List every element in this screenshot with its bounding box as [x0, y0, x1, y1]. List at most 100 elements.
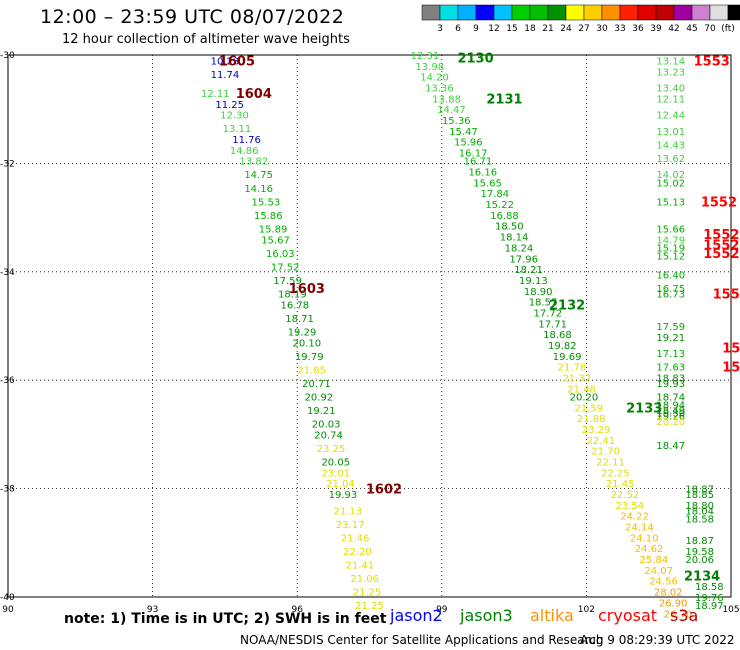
colorbar-swatch [602, 5, 620, 20]
track-id: 1602 [366, 483, 402, 498]
track-id: 155 [713, 287, 740, 302]
track-id: 2134 [684, 569, 720, 584]
wave-height-value: 23.17 [336, 520, 365, 531]
colorbar-swatch [548, 5, 566, 20]
track-id: 1603 [289, 282, 325, 297]
wave-height-value: 13.36 [425, 84, 454, 95]
wave-height-value: 19.79 [295, 352, 324, 363]
wave-height-value: 21.45 [606, 479, 635, 490]
wave-height-value: 16.40 [656, 271, 685, 282]
wave-height-value: 18.68 [543, 330, 572, 341]
latitude-tick-label: -38 [0, 485, 15, 495]
wave-height-value: 15.96 [454, 138, 483, 149]
longitude-tick-label: 105 [722, 605, 739, 615]
track-id: 155 [722, 361, 740, 376]
wave-height-value: 19.82 [548, 341, 577, 352]
wave-height-value: 18.24 [505, 243, 534, 254]
wave-height-value: 19.21 [307, 406, 336, 417]
latitude-tick-label: -32 [0, 159, 15, 169]
legend-entry-altika: altika [530, 606, 574, 625]
wave-height-value: 16.03 [266, 249, 295, 260]
color-scale-bar: 36912151821242730333639424570(ft) [422, 5, 740, 34]
generated-timestamp: Aug 9 08:29:39 UTC 2022 [580, 633, 735, 647]
wave-height-value: 22.41 [587, 436, 616, 447]
colorbar-label: 70 [704, 24, 716, 34]
wave-height-value: 20.71 [302, 379, 331, 390]
colorbar-label: 27 [578, 24, 589, 34]
wave-height-value: 14.75 [244, 170, 273, 181]
wave-height-value: 15.65 [473, 178, 502, 189]
wave-height-value: 23.25 [317, 444, 346, 455]
colorbar-label: 36 [632, 24, 644, 34]
wave-height-value: 21.25 [353, 588, 382, 599]
wave-height-value: 15.53 [252, 197, 281, 208]
wave-height-value: 15.47 [449, 127, 478, 138]
colorbar-swatch [476, 5, 494, 20]
latitude-tick-label: -30 [0, 51, 15, 61]
colorbar-swatch [512, 5, 530, 20]
wave-height-value: 14.16 [244, 184, 273, 195]
colorbar-label: 21 [542, 24, 553, 34]
wave-height-value: 14.86 [230, 146, 259, 157]
legend-entry-jason2: jason2 [390, 606, 443, 625]
colorbar-label: 15 [506, 24, 517, 34]
wave-height-value: 18.71 [285, 314, 314, 325]
colorbar-swatch [728, 5, 740, 20]
wave-height-value: 12.30 [220, 111, 249, 122]
colorbar-swatch [566, 5, 584, 20]
wave-height-value: 13.40 [656, 84, 685, 95]
colorbar-swatch [422, 5, 440, 20]
wave-height-value: 15.89 [259, 224, 288, 235]
colorbar-swatch [710, 5, 728, 20]
wave-height-value: 15.12 [656, 252, 685, 263]
wave-height-value: 20.92 [305, 392, 334, 403]
wave-height-value: 15.13 [656, 197, 685, 208]
wave-height-value: 12.11 [656, 94, 685, 105]
wave-height-value: 19.29 [288, 327, 317, 338]
wave-height-value: 21.59 [574, 403, 603, 414]
wave-height-value: 22.52 [611, 490, 640, 501]
colorbar-label: (ft) [721, 24, 735, 34]
colorbar-swatch [620, 5, 638, 20]
colorbar-label: 3 [437, 24, 443, 34]
wave-height-value: 24.56 [649, 577, 678, 588]
wave-height-value: 13.14 [656, 56, 685, 67]
track-id: 1605 [219, 54, 255, 69]
latitude-tick-label: -40 [0, 593, 15, 603]
wave-height-value: 13.01 [656, 127, 685, 138]
colorbar-label: 24 [560, 24, 572, 34]
wave-height-value: 20.10 [293, 338, 322, 349]
wave-height-value: 25.84 [640, 555, 669, 566]
wave-height-value: 19.93 [329, 490, 358, 501]
wave-height-value: 24.14 [625, 523, 654, 534]
wave-height-value: 18.14 [500, 233, 529, 244]
wave-height-value: 15.36 [442, 116, 471, 127]
wave-height-value: 20.06 [685, 555, 714, 566]
wave-height-value: 18.50 [495, 222, 524, 233]
wave-height-value: 17.71 [538, 319, 567, 330]
wave-height-value: 20.03 [312, 420, 341, 431]
wave-height-value: 21.32 [562, 373, 591, 384]
wave-height-value: 17.96 [509, 254, 538, 265]
colorbar-label: 33 [614, 24, 625, 34]
wave-height-value: 13.11 [223, 124, 252, 135]
wave-height-value: 22.25 [601, 468, 630, 479]
wave-height-value: 15.22 [485, 200, 514, 211]
wave-height-value: 20.20 [656, 417, 685, 428]
wave-height-value: 24.22 [620, 512, 649, 523]
track-id: 1552 [701, 195, 737, 210]
wave-height-value: 11.76 [232, 135, 261, 146]
wave-height-value: 19.93 [656, 379, 685, 390]
wave-height-value: 21.04 [326, 479, 355, 490]
track-id: 2131 [486, 92, 522, 107]
wave-height-value: 24.10 [630, 533, 659, 544]
wave-height-value: 24.62 [635, 544, 664, 555]
wave-height-value: 21.88 [577, 414, 606, 425]
colorbar-swatch [674, 5, 692, 20]
wave-height-value: 15.02 [656, 178, 685, 189]
wave-height-value: 17.52 [271, 262, 300, 273]
wave-height-value: 21.70 [591, 447, 620, 458]
wave-height-value: 12.31 [411, 51, 440, 62]
colorbar-label: 45 [686, 24, 697, 34]
